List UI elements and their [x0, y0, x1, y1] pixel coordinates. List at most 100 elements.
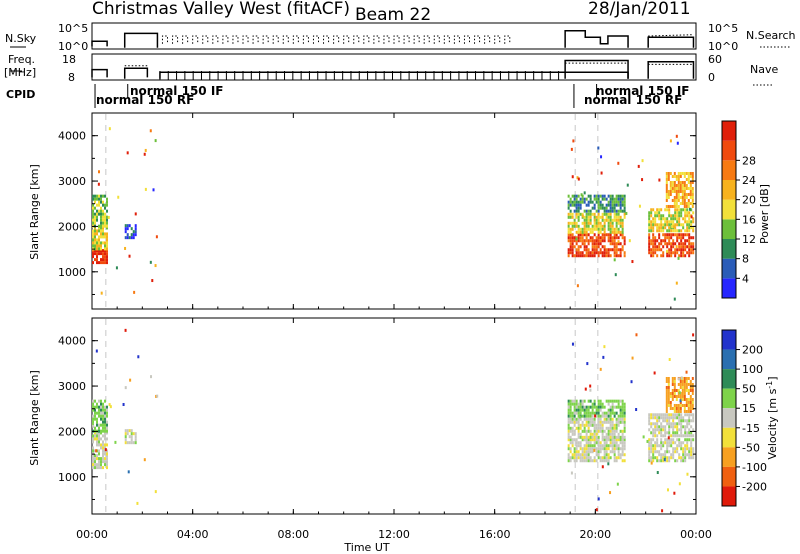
- echo-cell: [648, 453, 651, 457]
- echo-cell: [662, 434, 665, 438]
- colorbar-segment: [722, 121, 736, 141]
- echo-cell: [94, 249, 96, 253]
- echo-cell: [671, 224, 674, 228]
- echo-cell: [680, 214, 683, 218]
- echo-cell: [682, 208, 685, 212]
- echo-cell: [593, 420, 596, 424]
- echo-cell: [104, 446, 106, 450]
- echo-cell: [648, 447, 651, 451]
- echo-cell: [656, 223, 659, 227]
- echo-cell: [662, 413, 665, 417]
- echo-cell: [94, 197, 96, 201]
- echo-cell: [617, 420, 620, 424]
- echo-cell: [678, 223, 681, 227]
- echo-cell: [599, 450, 602, 454]
- echo-cell: [94, 417, 96, 421]
- echo-cell: [669, 189, 672, 193]
- echo-cell: [104, 405, 106, 409]
- echo-cell: [619, 438, 622, 442]
- echo-cell: [149, 129, 152, 133]
- mode-label-3: normal 150 IF: [596, 84, 690, 98]
- echo-cell: [615, 194, 618, 198]
- echo-cell: [664, 236, 667, 240]
- echo-cell: [575, 239, 578, 243]
- echo-cell: [676, 416, 679, 420]
- echo-cell: [678, 211, 681, 215]
- echo-cell: [669, 180, 672, 184]
- echo-cell: [656, 211, 659, 215]
- echo-cell: [92, 232, 94, 236]
- echo-cell: [654, 456, 657, 460]
- echo-cell: [593, 251, 596, 255]
- echo-cell: [613, 432, 616, 436]
- echo-cell: [581, 420, 584, 424]
- echo-cell: [585, 441, 588, 445]
- echo-cell: [650, 214, 653, 218]
- echo-cell: [613, 429, 616, 433]
- echo-cell: [92, 229, 94, 233]
- echo-cell: [691, 180, 694, 184]
- param-trace-dotted: [373, 35, 380, 44]
- echo-cell: [689, 180, 692, 184]
- echo-cell: [104, 241, 106, 245]
- echo-cell: [603, 405, 606, 409]
- echo-cell: [106, 408, 108, 412]
- echo-cell: [672, 428, 675, 432]
- echo-cell: [98, 224, 100, 228]
- echo-cell: [617, 209, 620, 213]
- echo-cell: [583, 438, 586, 442]
- echo-cell: [611, 236, 614, 240]
- echo-cell: [689, 388, 692, 392]
- echo-cell: [689, 409, 692, 413]
- echo-cell: [595, 242, 598, 246]
- echo-cell: [613, 212, 616, 216]
- colorbar-frame: [721, 329, 737, 507]
- echo-cell: [577, 444, 580, 448]
- echo-cell: [670, 220, 673, 224]
- echo-cell: [572, 139, 575, 143]
- echo-cell: [692, 419, 695, 423]
- echo-cell: [106, 420, 108, 424]
- echo-cell: [104, 218, 106, 222]
- echo-cell: [607, 426, 610, 430]
- echo-cell: [124, 441, 127, 445]
- nave-label: Nave: [750, 63, 778, 76]
- echo-cell: [672, 425, 675, 429]
- echo-cell: [96, 209, 98, 213]
- echo-cell: [668, 422, 671, 426]
- echo-cell: [684, 245, 687, 249]
- echo-cell: [133, 290, 136, 294]
- echo-cell: [577, 432, 580, 436]
- echo-cell: [573, 203, 576, 207]
- echo-cell: [569, 236, 572, 240]
- echo-cell: [613, 435, 616, 439]
- echo-cell: [567, 435, 570, 439]
- echo-cell: [658, 428, 661, 432]
- echo-cell: [611, 408, 614, 412]
- echo-cell: [666, 450, 669, 454]
- echo-cell: [100, 226, 102, 230]
- echo-cell: [104, 448, 107, 452]
- echo-cell: [611, 221, 614, 225]
- echo-cell: [675, 201, 678, 205]
- echo-cell: [621, 402, 624, 406]
- echo-cell: [98, 423, 100, 427]
- echo-cell: [600, 171, 603, 175]
- echo-cell: [605, 251, 608, 255]
- echo-cell: [100, 252, 102, 256]
- echo-cell: [595, 224, 598, 228]
- echo-cell: [684, 239, 687, 243]
- echo-cell: [691, 382, 694, 386]
- echo-cell: [688, 422, 691, 426]
- echo-cell: [595, 239, 598, 243]
- echo-cell: [677, 174, 680, 178]
- echo-cell: [107, 215, 110, 219]
- echo-cell: [579, 411, 582, 415]
- echo-cell: [679, 189, 682, 193]
- echo-cell: [688, 242, 691, 246]
- echo-cell: [658, 223, 661, 227]
- echo-cell: [567, 456, 570, 460]
- echo-cell: [92, 437, 94, 441]
- echo-cell: [583, 245, 586, 249]
